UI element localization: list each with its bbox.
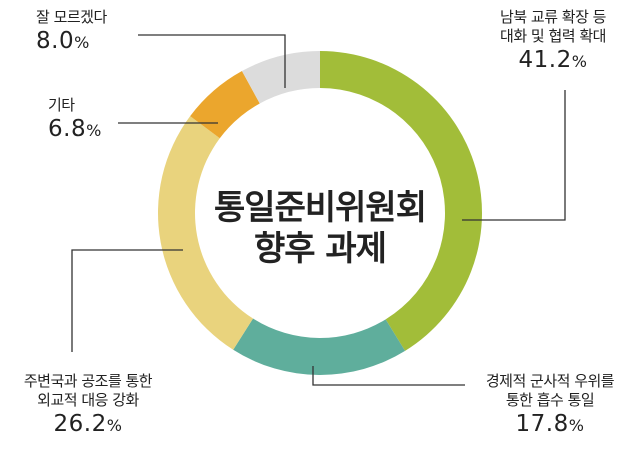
label-line: 경제적 군사적 우위를 — [485, 372, 615, 390]
value-label: 6.8% — [48, 115, 102, 142]
leader-line-diplomatic-response — [71, 249, 183, 352]
value-label: 17.8% — [515, 410, 585, 437]
label-line: 기타 — [48, 96, 75, 114]
label-dont-know: 잘 모르겠다 8.0% — [36, 8, 107, 56]
label-other: 기타 6.8% — [48, 96, 102, 144]
label-dialogue-cooperation: 남북 교류 확장 등 대화 및 협력 확대 41.2% — [478, 8, 628, 74]
slice-diplomatic-response — [157, 116, 254, 350]
label-line: 외교적 대응 강화 — [37, 390, 139, 409]
value-label: 26.2% — [53, 410, 123, 437]
chart-center-title: 통일준비위원회 향후 과제 — [170, 188, 470, 270]
center-title-line1: 통일준비위원회 — [214, 188, 427, 228]
leader-lines — [71, 34, 566, 386]
label-line: 남북 교류 확장 등 — [500, 8, 606, 26]
leader-line-dont-know — [138, 34, 286, 88]
donut-slices — [157, 51, 483, 375]
label-line: 대화 및 협력 확대 — [500, 26, 606, 45]
label-absorption-unification: 경제적 군사적 우위를 통한 흡수 통일 17.8% — [470, 372, 630, 438]
leader-line-dialogue-cooperation — [462, 90, 566, 221]
label-diplomatic-response: 주변국과 공조를 통한 외교적 대응 강화 26.2% — [8, 372, 168, 438]
slice-other — [190, 71, 260, 139]
value-label: 8.0% — [36, 27, 90, 54]
label-line: 잘 모르겠다 — [36, 8, 107, 26]
leader-line-absorption-unification — [312, 366, 465, 386]
label-line: 통한 흡수 통일 — [505, 390, 595, 409]
slice-dont-know — [241, 51, 320, 104]
center-title-line2: 향후 과제 — [254, 229, 387, 269]
slice-dialogue-cooperation — [320, 51, 483, 351]
value-label: 41.2% — [518, 46, 588, 73]
slice-absorption-unification — [233, 318, 406, 375]
label-line: 주변국과 공조를 통한 — [23, 372, 153, 390]
